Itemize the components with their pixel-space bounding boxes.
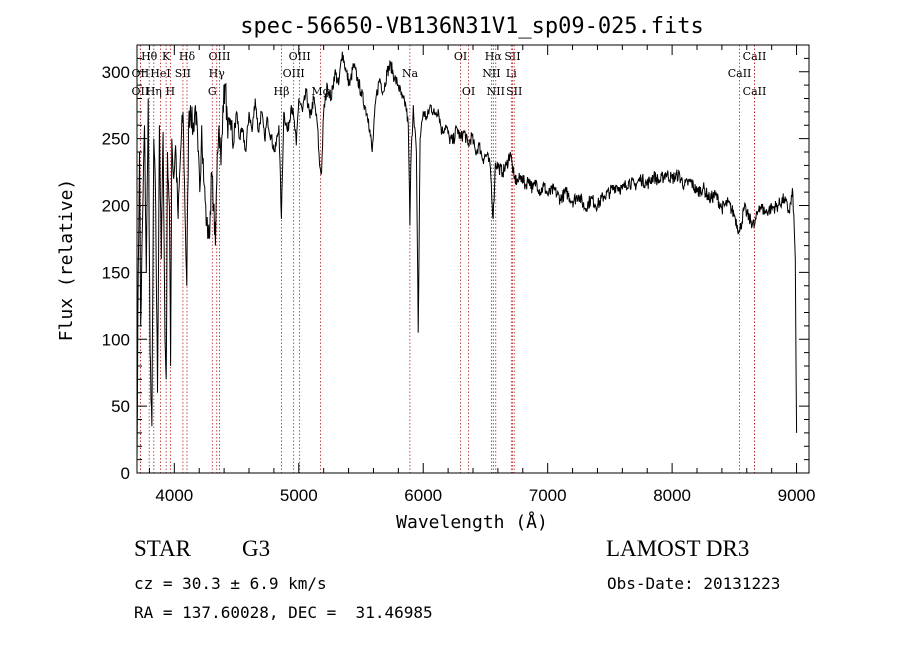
x-axis-label: Wavelength (Å)	[396, 511, 548, 533]
x-tick-label: 4000	[155, 486, 193, 505]
spectral-line-label: OIII	[208, 50, 230, 63]
spectral-line-label: SII	[504, 50, 520, 63]
spectral-line-label: CaII	[728, 67, 752, 80]
spectral-line-label: OI	[454, 50, 467, 63]
spectral-line-label: OIII	[283, 67, 305, 80]
spectral-line-label: OI	[462, 85, 475, 98]
spectral-line-label: NII	[482, 67, 500, 80]
spectral-line-label: Hη	[146, 85, 162, 98]
spectral-line-label: Li	[506, 67, 517, 80]
object-class: STAR	[134, 536, 191, 561]
y-tick-label: 300	[102, 63, 130, 82]
chart-title: spec-56650-VB136N31V1_sp09-025.fits	[240, 14, 704, 39]
y-tick-label: 50	[111, 397, 130, 416]
spectral-line-label: HeI	[150, 67, 170, 80]
y-tick-label: 150	[102, 263, 130, 282]
observation-date: Obs-Date: 20131223	[607, 574, 781, 593]
object-subclass: G3	[242, 536, 271, 561]
y-tick-label: 0	[121, 464, 130, 483]
spectral-line-label: OIII	[289, 50, 311, 63]
plot-frame	[136, 44, 810, 474]
spectral-line-label: Hδ	[179, 50, 196, 63]
y-tick-label: 100	[102, 330, 130, 349]
survey-name: LAMOST DR3	[606, 536, 750, 561]
y-tick-label: 200	[102, 197, 130, 216]
spectral-line-label: OII	[132, 85, 150, 98]
x-tick-label: 9000	[778, 486, 816, 505]
spectral-line-label: Hα	[485, 50, 503, 63]
velocity-readout: cz = 30.3 ± 6.9 km/s	[134, 574, 327, 593]
coordinates-readout: RA = 137.60028, DEC = 31.46985	[134, 603, 433, 622]
spectral-line-label: NII	[487, 85, 505, 98]
spectral-line-label: Hβ	[274, 85, 290, 98]
spectral-line-label: CaII	[743, 85, 767, 98]
spectral-line-label: K	[162, 50, 171, 63]
spectral-line-label: SII	[506, 85, 522, 98]
x-tick-label: 5000	[280, 486, 318, 505]
spectral-line-label: G	[208, 85, 217, 98]
y-axis: 0 50 100 150 200 250 300	[102, 57, 809, 483]
spectral-line-label: Na	[402, 67, 419, 80]
x-axis: 4000 5000 6000 7000 8000 9000	[148, 45, 816, 505]
y-axis-label: Flux (relative)	[56, 179, 77, 342]
x-tick-label: 6000	[404, 486, 442, 505]
series-line-flux	[136, 51, 798, 460]
spectral-line-label: Hγ	[209, 67, 226, 80]
x-tick-label: 7000	[529, 486, 567, 505]
y-tick-label: 250	[102, 130, 130, 149]
series-layer	[136, 51, 798, 460]
spectral-line-label: H	[166, 85, 176, 98]
spectral-line-label: Hθ	[141, 50, 158, 63]
spectral-line-label: SII	[175, 67, 191, 80]
x-tick-label: 8000	[653, 486, 691, 505]
